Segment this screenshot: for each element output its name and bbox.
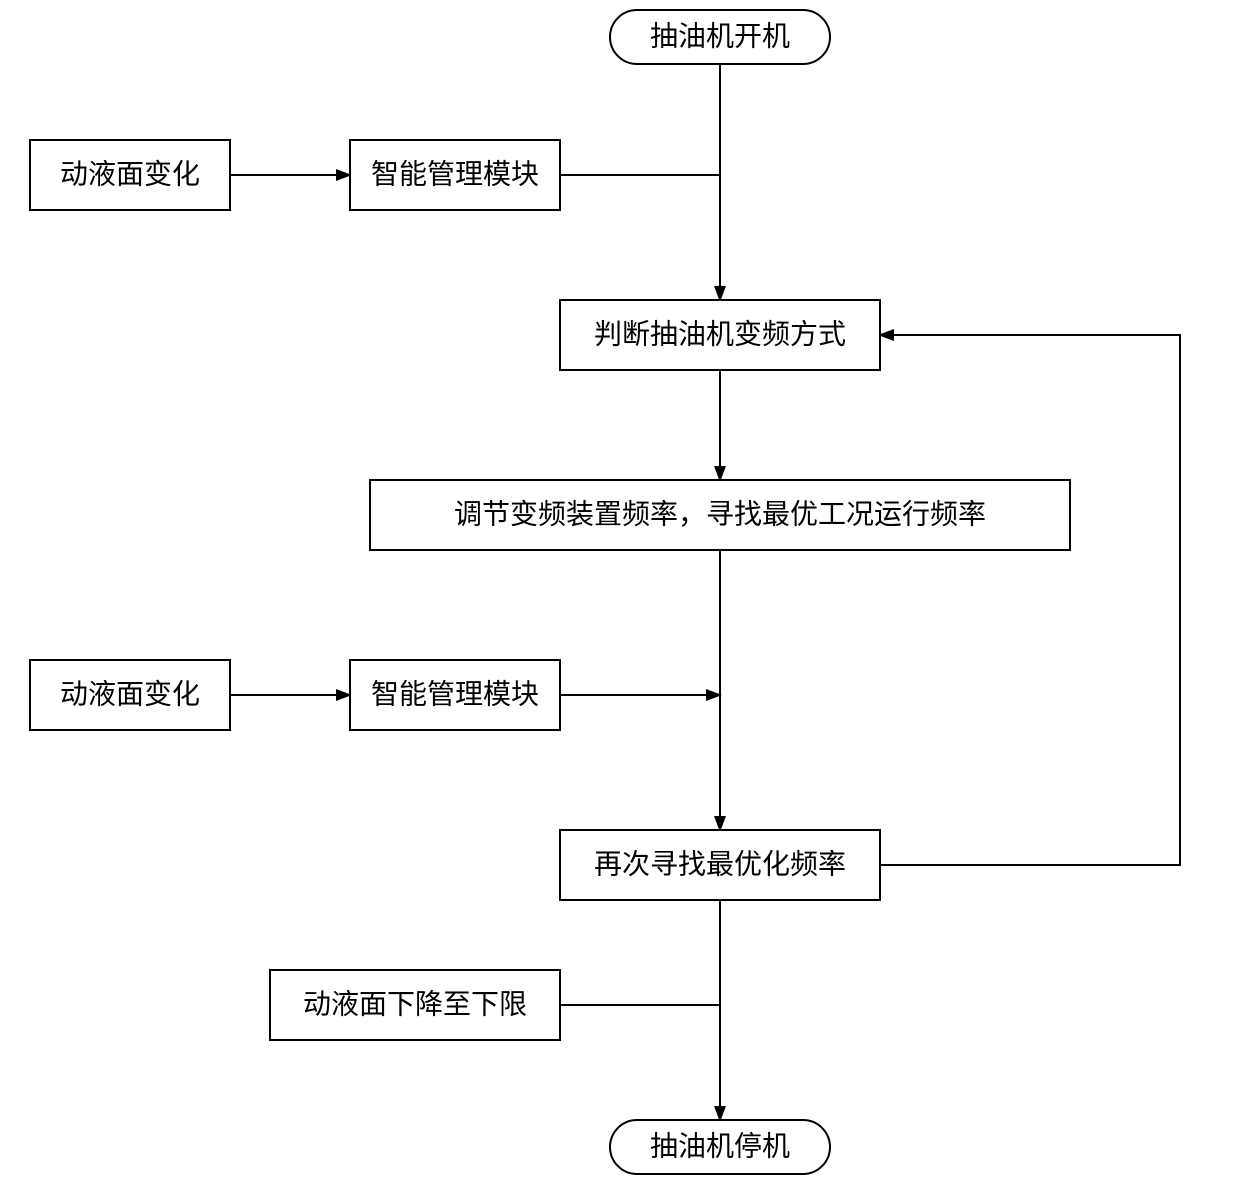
adjust-label: 调节变频装置频率，寻找最优工况运行频率 bbox=[454, 499, 986, 531]
node-reoptimize: 再次寻找最优化频率 bbox=[560, 830, 880, 900]
liquid2-label: 动液面变化 bbox=[60, 679, 200, 711]
nodes-group: 抽油机开机 动液面变化 智能管理模块 判断抽油机变频方式 调节变频装置频率，寻找… bbox=[30, 10, 1070, 1174]
node-judge-mode: 判断抽油机变频方式 bbox=[560, 300, 880, 370]
node-liquid-drop-limit: 动液面下降至下限 bbox=[270, 970, 560, 1040]
reopt-label: 再次寻找最优化频率 bbox=[594, 849, 846, 881]
liquid1-label: 动液面变化 bbox=[60, 159, 200, 191]
node-adjust-freq: 调节变频装置频率，寻找最优工况运行频率 bbox=[370, 480, 1070, 550]
droplimit-label: 动液面下降至下限 bbox=[303, 989, 527, 1021]
node-stop: 抽油机停机 bbox=[610, 1120, 830, 1174]
start-label: 抽油机开机 bbox=[650, 21, 790, 53]
node-liquid-change-1: 动液面变化 bbox=[30, 140, 230, 210]
smart2-label: 智能管理模块 bbox=[371, 679, 539, 711]
edges-group bbox=[230, 64, 1180, 1120]
node-smart-module-2: 智能管理模块 bbox=[350, 660, 560, 730]
smart1-label: 智能管理模块 bbox=[371, 159, 539, 191]
node-liquid-change-2: 动液面变化 bbox=[30, 660, 230, 730]
judge-label: 判断抽油机变频方式 bbox=[594, 319, 846, 351]
edge-feedback-loop bbox=[880, 335, 1180, 865]
stop-label: 抽油机停机 bbox=[650, 1131, 790, 1163]
node-start: 抽油机开机 bbox=[610, 10, 830, 64]
node-smart-module-1: 智能管理模块 bbox=[350, 140, 560, 210]
